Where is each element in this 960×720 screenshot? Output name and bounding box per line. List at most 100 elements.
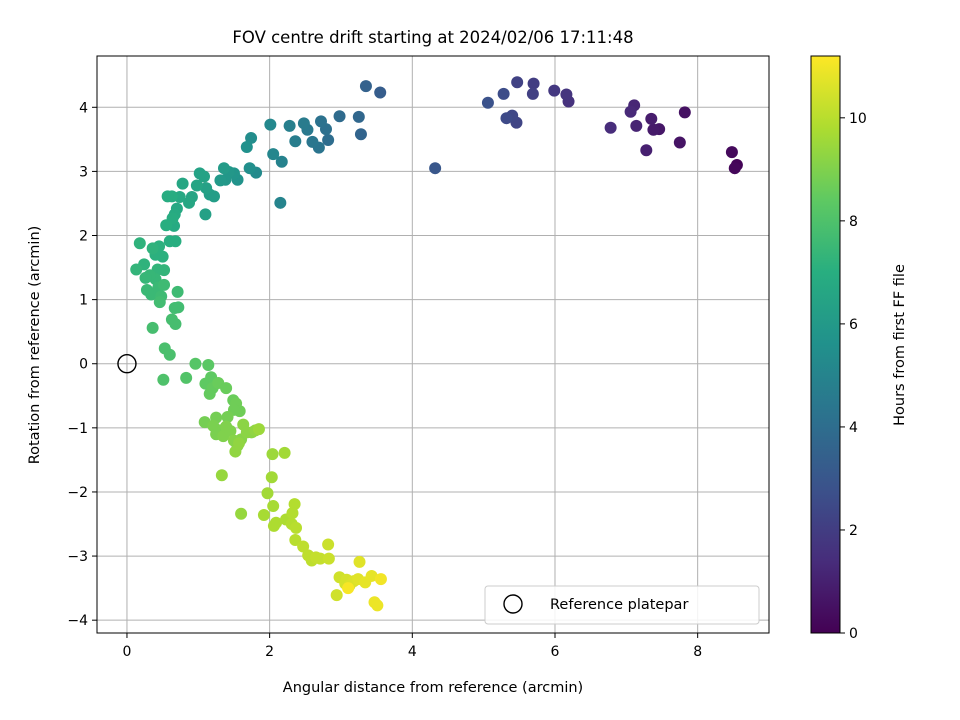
data-point (678, 106, 691, 119)
axes (96, 55, 770, 634)
data-point (171, 285, 184, 298)
data-point (168, 301, 181, 314)
y-ticks: −4 −3 −2 −1 0 1 2 3 4 (67, 100, 97, 629)
colorbar-ticks: 0 2 4 6 8 10 (840, 111, 867, 642)
data-point (221, 410, 234, 423)
y-tick-label: 2 (79, 229, 88, 245)
data-point (322, 133, 335, 146)
data-point (190, 179, 203, 192)
x-tick-label: 2 (265, 644, 274, 660)
data-point (290, 521, 303, 534)
data-point (153, 296, 166, 309)
legend-box (484, 585, 760, 625)
data-point (352, 110, 365, 123)
data-point (264, 118, 277, 131)
colorbar-tick-label: 4 (849, 420, 858, 436)
data-point (728, 162, 741, 175)
data-point (180, 371, 193, 384)
data-point (322, 538, 335, 551)
colorbar-gradient (810, 55, 841, 634)
data-point (278, 446, 291, 459)
data-point (163, 348, 176, 361)
data-point (274, 196, 287, 209)
data-point (139, 271, 152, 284)
data-point (353, 555, 366, 568)
data-point (283, 119, 296, 132)
data-point (365, 569, 378, 582)
data-point (322, 552, 335, 565)
data-point (725, 146, 738, 159)
data-point (330, 589, 343, 602)
y-tick-label: −1 (67, 421, 88, 437)
data-point (161, 190, 174, 203)
data-point (526, 87, 539, 100)
data-point (215, 469, 228, 482)
data-point (163, 235, 176, 248)
data-point (511, 76, 524, 89)
x-axis-label: Angular distance from reference (arcmin) (283, 680, 583, 696)
grid-lines (97, 56, 769, 633)
data-point (193, 167, 206, 180)
data-point (297, 117, 310, 130)
chart-title: FOV centre drift starting at 2024/02/06 … (232, 28, 633, 47)
data-point (214, 174, 227, 187)
colorbar-tick-label: 10 (849, 111, 867, 127)
colorbar-tick-label: 6 (849, 317, 858, 333)
data-point (500, 112, 513, 125)
data-point (481, 96, 494, 109)
colorbar: 0 2 4 6 8 10 Hours from first FF file (810, 55, 908, 642)
data-points (117, 76, 743, 612)
data-point (286, 507, 299, 520)
data-point (333, 110, 346, 123)
data-point (235, 507, 248, 520)
data-point (158, 278, 171, 291)
data-point (160, 219, 173, 232)
y-tick-label: −2 (67, 485, 88, 501)
data-point (275, 155, 288, 168)
y-tick-label: −4 (67, 613, 88, 629)
data-point (297, 540, 310, 553)
data-point (265, 471, 278, 484)
data-point (527, 77, 540, 90)
data-point (647, 123, 660, 136)
colorbar-label: Hours from first FF file (892, 264, 908, 426)
data-point (374, 86, 387, 99)
data-point (640, 144, 653, 157)
data-point (183, 196, 196, 209)
data-point (220, 382, 233, 395)
data-point (288, 498, 301, 511)
data-point (645, 112, 658, 125)
data-point (289, 135, 302, 148)
data-point (624, 105, 637, 118)
y-tick-label: 3 (79, 164, 88, 180)
data-point (604, 121, 617, 134)
y-tick-label: 1 (79, 293, 88, 309)
data-point (630, 119, 643, 132)
y-axis-label: Rotation from reference (arcmin) (27, 226, 43, 465)
data-point (261, 487, 274, 500)
data-point (342, 582, 355, 595)
data-point (224, 425, 237, 438)
data-point (429, 162, 442, 175)
data-point (267, 519, 280, 532)
data-point (130, 263, 143, 276)
x-tick-label: 4 (408, 644, 417, 660)
data-point (257, 509, 270, 522)
data-point (306, 135, 319, 148)
data-point (245, 132, 258, 145)
legend-marker (503, 594, 523, 614)
data-point (157, 373, 170, 386)
data-point (673, 136, 686, 149)
data-point (359, 80, 372, 93)
data-point (199, 208, 212, 221)
data-point (267, 500, 280, 513)
x-tick-label: 8 (693, 644, 702, 660)
data-point (314, 552, 327, 565)
data-point (497, 87, 510, 100)
data-point (202, 359, 215, 372)
colorbar-tick-label: 2 (849, 523, 858, 539)
x-tick-label: 6 (551, 644, 560, 660)
data-point (146, 321, 159, 334)
data-point (232, 437, 245, 450)
